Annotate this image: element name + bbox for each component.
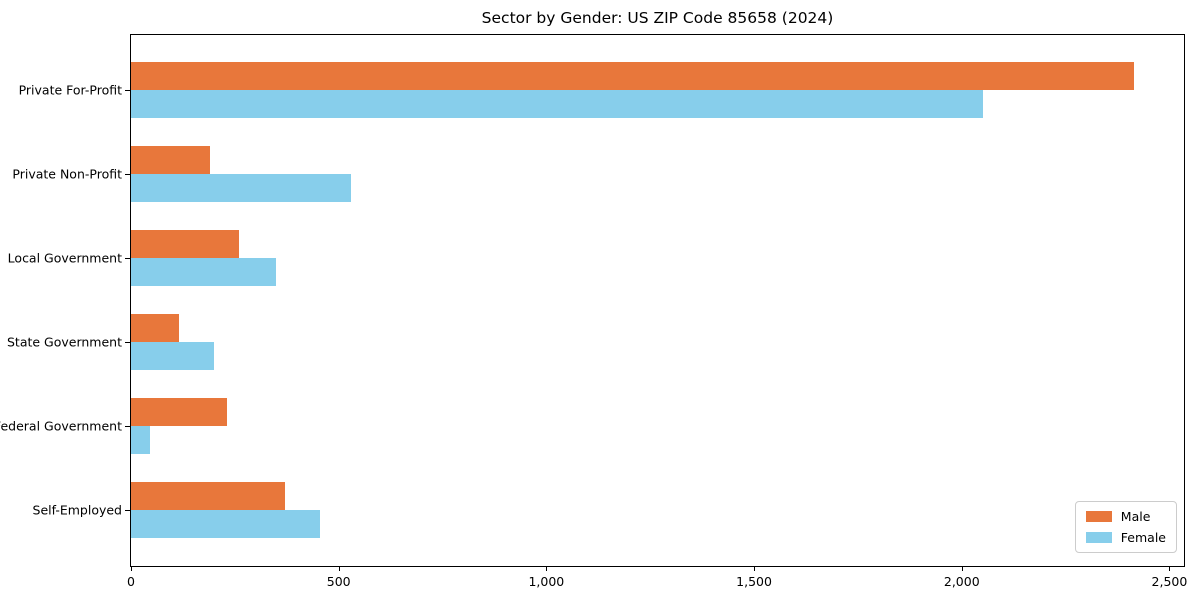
y-axis-label: State Government bbox=[6, 334, 122, 350]
x-axis-tick-label: 1,500 bbox=[736, 574, 772, 589]
bar-female-5 bbox=[131, 510, 320, 538]
bar-female-3 bbox=[131, 342, 215, 370]
y-axis-label: Federal Government bbox=[0, 418, 122, 434]
bar-male-5 bbox=[131, 482, 285, 510]
x-axis-tick bbox=[338, 566, 340, 571]
bar-male-0 bbox=[131, 62, 1135, 90]
legend-label: Female bbox=[1120, 530, 1166, 545]
legend-swatch-female bbox=[1085, 532, 1112, 543]
y-axis-tick bbox=[125, 510, 131, 511]
y-axis-tick bbox=[125, 174, 131, 175]
bar-male-2 bbox=[131, 230, 239, 258]
x-axis-tick bbox=[961, 566, 963, 571]
y-axis-tick bbox=[125, 258, 131, 259]
y-axis-tick bbox=[125, 426, 131, 427]
y-axis-label: Private For-Profit bbox=[18, 82, 122, 98]
legend-label: Male bbox=[1120, 509, 1151, 524]
legend-swatch-male bbox=[1085, 511, 1112, 522]
bar-female-2 bbox=[131, 258, 277, 286]
x-axis-tick-label: 2,000 bbox=[943, 574, 980, 589]
legend-entry-female: Female bbox=[1085, 530, 1166, 545]
bar-male-1 bbox=[131, 146, 210, 174]
legend-entry-male: Male bbox=[1085, 509, 1166, 524]
x-axis-tick bbox=[1169, 566, 1171, 571]
x-axis-tick-label: 0 bbox=[127, 574, 135, 589]
bar-female-1 bbox=[131, 174, 352, 202]
x-axis-tick bbox=[131, 566, 132, 571]
x-axis-tick bbox=[754, 566, 756, 571]
plot-area: Private For-Profit Private Non-Profit Loca… bbox=[0, 34, 1187, 589]
x-axis-tick bbox=[546, 566, 548, 571]
y-axis-label: Self-Employed bbox=[32, 502, 122, 518]
y-axis-label: Local Government bbox=[7, 250, 122, 266]
y-axis-tick bbox=[125, 342, 131, 343]
x-axis-tick-label: 500 bbox=[326, 574, 351, 589]
bar-male-4 bbox=[131, 398, 227, 426]
x-axis-tick-label: 1,000 bbox=[528, 574, 565, 589]
x-axis-tick-label: 2,500 bbox=[1151, 574, 1188, 589]
chart-title: Sector by Gender: US ZIP Code 85658 (202… bbox=[481, 9, 834, 27]
bar-female-4 bbox=[131, 426, 150, 454]
bar-female-0 bbox=[131, 90, 983, 118]
legend: Male Female bbox=[1074, 501, 1177, 553]
bar-male-3 bbox=[131, 314, 179, 342]
y-axis-label: Private Non-Profit bbox=[12, 166, 122, 182]
y-axis-tick bbox=[125, 90, 131, 91]
